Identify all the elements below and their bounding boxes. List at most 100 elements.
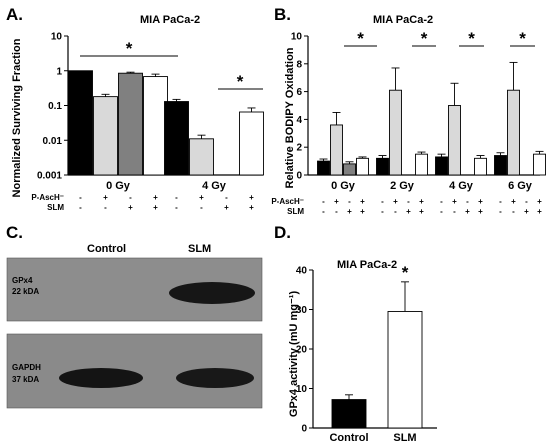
chart-a-y-tick-label: 0.1 — [48, 101, 62, 112]
chart-a-sign: - — [79, 203, 82, 212]
chart-a-sign: + — [199, 193, 204, 202]
chart-b-sign: + — [478, 207, 483, 216]
chart-a-bar — [189, 138, 214, 176]
chart-b-sign: + — [524, 207, 529, 216]
chart-b-sign: + — [478, 197, 483, 206]
chart-a-bar — [239, 111, 264, 176]
chart-b-sign: - — [525, 197, 528, 206]
chart-b-sign: - — [335, 207, 338, 216]
chart-a-y-tick-label: 0.001 — [37, 171, 62, 182]
chart-b-bar — [474, 157, 487, 176]
chart-b-bar — [330, 124, 343, 176]
chart-d-sig-star: * — [402, 263, 409, 282]
chart-b-sign: - — [381, 197, 384, 206]
chart-b-sign: + — [360, 197, 365, 206]
chart-a-y-tick-label: 0.01 — [43, 136, 63, 147]
chart-b-bar — [376, 157, 389, 176]
chart-a-sign: - — [175, 193, 178, 202]
chart-a-sig-star: * — [126, 39, 133, 58]
chart-b-sign: - — [440, 197, 443, 206]
chart-b-title: MIA PaCa-2 — [373, 14, 433, 26]
chart-b-y-tick-label: 2 — [296, 143, 302, 154]
chart-b-bar — [343, 163, 356, 176]
chart-b-sign: + — [465, 207, 470, 216]
chart-a-bar — [143, 76, 168, 176]
chart-b-bar — [448, 105, 461, 176]
chart-a-ylabel: Normalized Surviving Fraction — [11, 38, 23, 197]
chart-b-sign: + — [537, 197, 542, 206]
chart-d-bar — [331, 399, 367, 429]
chart-a-sign: + — [128, 203, 133, 212]
chart-b-bar — [494, 155, 507, 176]
chart-b-sign: - — [499, 207, 502, 216]
chart-a-sign: - — [225, 193, 228, 202]
chart-b-sign: - — [512, 207, 515, 216]
chart-a-row-label-pascorbate: P-AscH⁻ — [31, 193, 64, 202]
chart-d-y-tick-label: 30 — [296, 305, 308, 316]
chart-b-y-tick-label: 0 — [296, 171, 302, 182]
chart-d-ylabel: GPx4 activity (mU mg⁻¹) — [288, 291, 300, 418]
chart-b-bar — [389, 89, 402, 176]
chart-b-group-label: 2 Gy — [390, 180, 415, 192]
chart-d: 0 10 20 30 40 Control SLM * — [296, 263, 437, 444]
chart-b-bar — [533, 153, 546, 176]
western-blot: Control SLM GPx4 22 kDA GAPDH 37 kDA — [6, 243, 263, 409]
chart-b-y-tick-label: 4 — [296, 115, 302, 126]
chart-a-bar — [164, 101, 189, 176]
chart-a-sign: + — [153, 193, 158, 202]
chart-b-sign: + — [419, 207, 424, 216]
chart-b-bar — [435, 156, 448, 176]
chart-a-sign: - — [129, 193, 132, 202]
chart-b-sig-star: * — [421, 29, 428, 48]
panel-letter-a: A. — [6, 5, 23, 24]
chart-d-title: MIA PaCa-2 — [337, 259, 397, 271]
chart-b-y-tick-label: 6 — [296, 87, 302, 98]
chart-d-y-tick-label: 0 — [301, 424, 307, 435]
chart-a-group-label: 0 Gy — [106, 180, 131, 192]
chart-b-bar — [356, 157, 369, 176]
blot-lane-slm: SLM — [188, 243, 211, 255]
chart-b-sign: + — [511, 197, 516, 206]
chart-a-sign: + — [224, 203, 229, 212]
chart-b-row-label-slm: SLM — [287, 207, 304, 216]
chart-b-sign: - — [499, 197, 502, 206]
chart-b-sign: - — [394, 207, 397, 216]
chart-b-sign: + — [393, 197, 398, 206]
panel-letter-c: C. — [6, 223, 23, 242]
chart-b-bar — [507, 89, 520, 176]
chart-b-group-label: 6 Gy — [508, 180, 533, 192]
chart-a-title: MIA PaCa-2 — [140, 14, 200, 26]
blot-gpx4-size: 22 kDA — [12, 287, 39, 296]
chart-a-sign: - — [200, 203, 203, 212]
chart-b-sign: - — [322, 207, 325, 216]
chart-b-sign: + — [360, 207, 365, 216]
blot-lane-control: Control — [87, 243, 126, 255]
chart-a-sig-star: * — [237, 72, 244, 91]
chart-b-sig-star: * — [519, 29, 526, 48]
chart-b-sign: + — [419, 197, 424, 206]
chart-a-sign: + — [153, 203, 158, 212]
blot-band-gapdh-control — [59, 368, 143, 388]
chart-a-sign: - — [175, 203, 178, 212]
chart-a-sign: - — [104, 203, 107, 212]
panel-letter-d: D. — [274, 223, 291, 242]
chart-b-y-tick-label: 10 — [291, 32, 303, 43]
chart-b-sig-star: * — [357, 29, 364, 48]
chart-b-bar — [317, 160, 330, 176]
panel-letter-b: B. — [274, 5, 291, 24]
chart-a-bar — [93, 96, 118, 176]
chart-b-sign: - — [453, 207, 456, 216]
blot-band-gapdh-slm — [176, 368, 254, 388]
chart-b-sign: + — [406, 207, 411, 216]
chart-b-sign: + — [452, 197, 457, 206]
chart-a-bar — [118, 72, 143, 176]
chart-d-y-tick-label: 40 — [296, 266, 308, 277]
chart-a-bar — [68, 70, 93, 176]
chart-b-sign: - — [348, 197, 351, 206]
chart-b-ylabel: Relative BODIPY Oxidation — [284, 47, 296, 188]
chart-b-group-label: 4 Gy — [449, 180, 474, 192]
chart-b-sign: - — [407, 197, 410, 206]
chart-b-sign: - — [466, 197, 469, 206]
